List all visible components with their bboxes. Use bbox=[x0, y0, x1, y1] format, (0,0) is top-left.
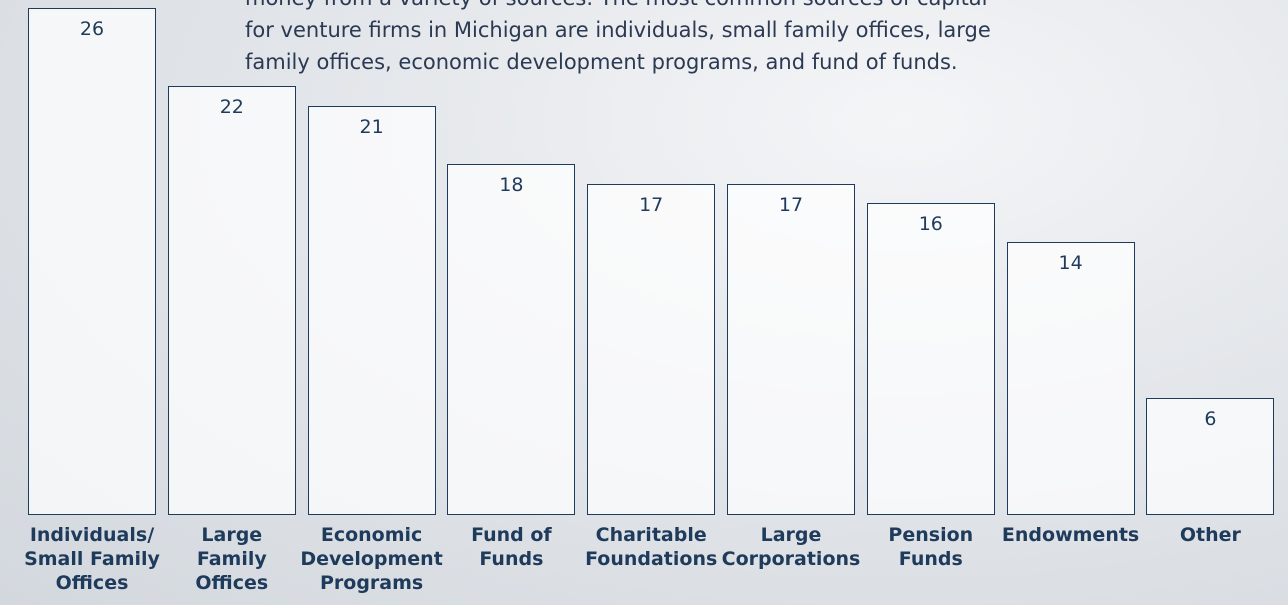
bar bbox=[28, 8, 156, 515]
intro-text: for venture firms in Michigan are indivi… bbox=[245, 18, 991, 42]
intro-text: family offices, economic development pro… bbox=[245, 50, 958, 74]
value-label: 26 bbox=[28, 18, 156, 40]
value-label: 6 bbox=[1146, 408, 1274, 430]
bar bbox=[587, 184, 715, 516]
value-label: 18 bbox=[447, 174, 575, 196]
bar bbox=[867, 203, 995, 515]
value-label: 17 bbox=[727, 194, 855, 216]
category-label: Pension Funds bbox=[856, 523, 1006, 571]
bar bbox=[1007, 242, 1135, 515]
category-label: Large Corporations bbox=[716, 523, 866, 571]
category-label: Other bbox=[1135, 523, 1285, 547]
page: money from a variety of sources. The mos… bbox=[0, 0, 1288, 605]
category-label: Large Family Offices bbox=[157, 523, 307, 595]
category-label: Individuals/ Small Family Offices bbox=[17, 523, 167, 595]
value-label: 22 bbox=[168, 96, 296, 118]
bar bbox=[168, 86, 296, 515]
category-label: Economic Development Programs bbox=[297, 523, 447, 595]
bar bbox=[447, 164, 575, 515]
intro-text: money from a variety of sources. The mos… bbox=[245, 0, 988, 10]
value-label: 14 bbox=[1007, 252, 1135, 274]
bar bbox=[308, 106, 436, 516]
category-label: Fund of Funds bbox=[436, 523, 586, 571]
category-label: Endowments bbox=[996, 523, 1146, 547]
bar bbox=[727, 184, 855, 516]
category-label: Charitable Foundations bbox=[576, 523, 726, 571]
value-label: 17 bbox=[587, 194, 715, 216]
value-label: 21 bbox=[308, 116, 436, 138]
value-label: 16 bbox=[867, 213, 995, 235]
